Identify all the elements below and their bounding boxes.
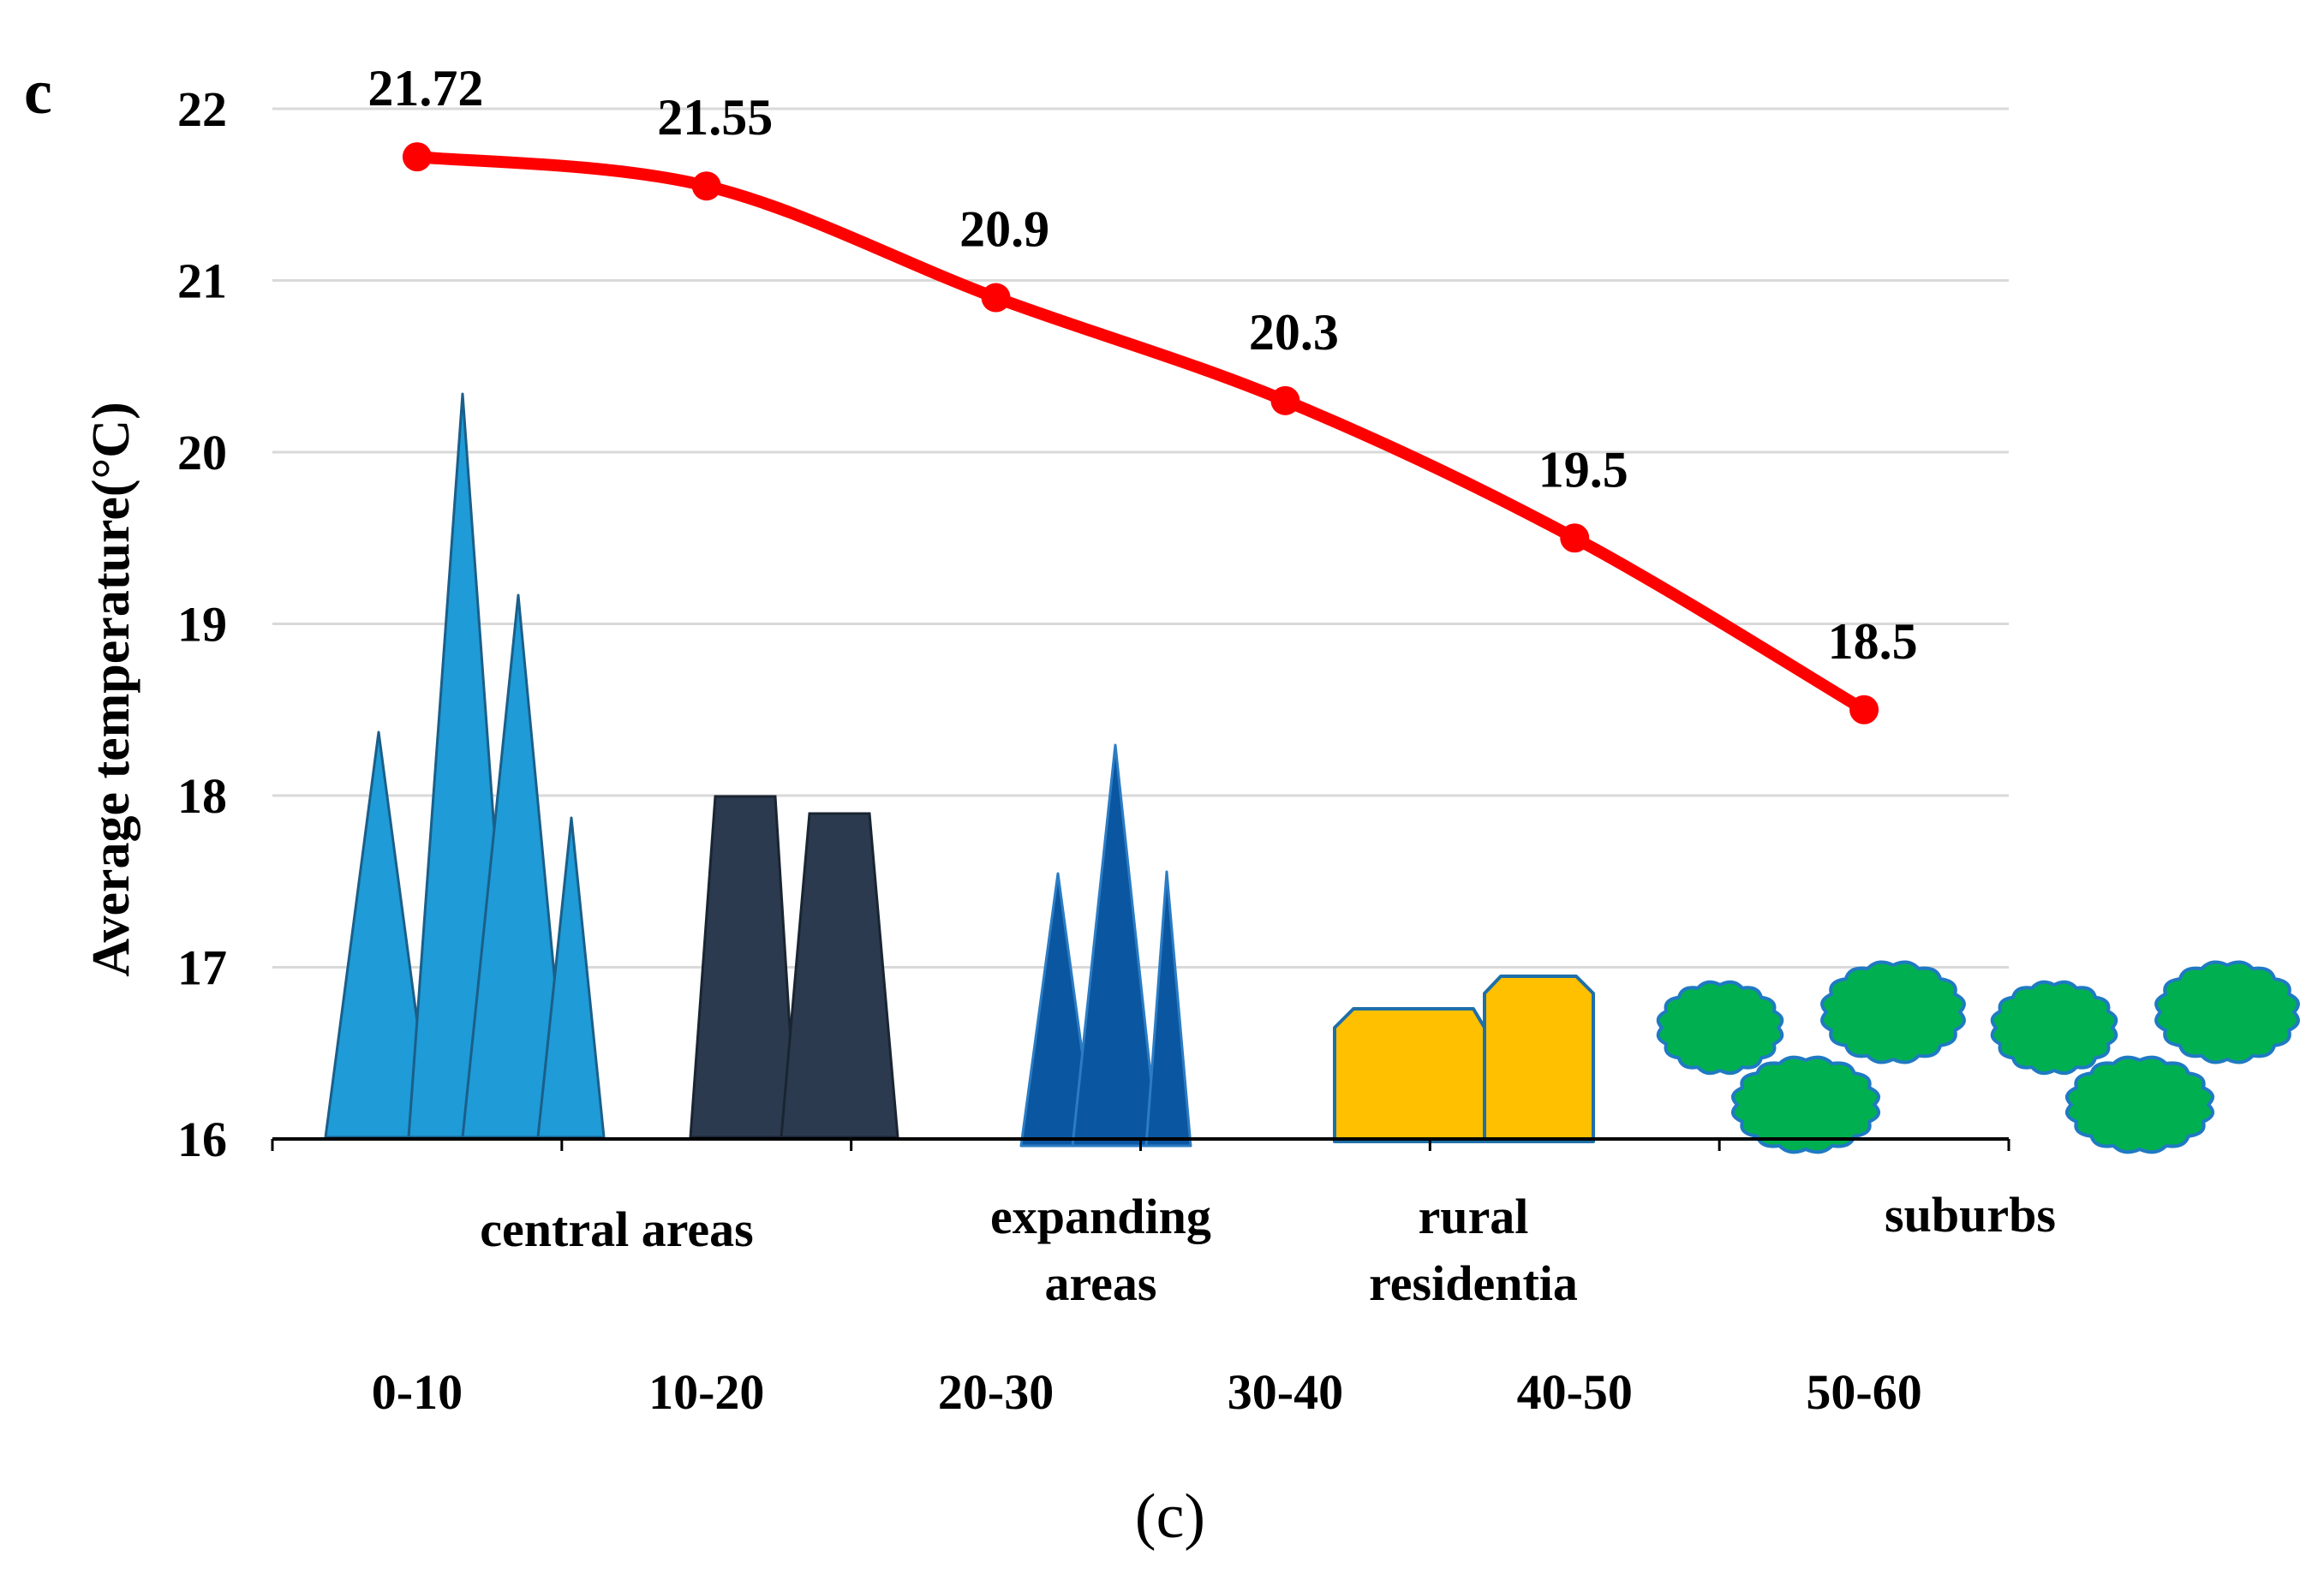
data-point — [1560, 523, 1590, 553]
tree-canopy — [2064, 1055, 2215, 1154]
x-tick-label: 50-60 — [1806, 1364, 1921, 1420]
data-label: 20.3 — [1249, 304, 1339, 361]
x-tick-label: 20-30 — [938, 1364, 1054, 1420]
y-tick-label: 17 — [177, 940, 227, 996]
data-label: 21.72 — [367, 60, 483, 116]
tree-cluster-icon — [1656, 960, 1966, 1154]
zone-label: expanding — [990, 1189, 1211, 1244]
tree-canopy — [2154, 960, 2300, 1064]
x-tick-label: 10-20 — [648, 1364, 764, 1420]
data-label: 20.9 — [959, 201, 1049, 258]
expanding-buildings-icon — [1019, 743, 1192, 1148]
figure-caption: (c) — [1135, 1482, 1205, 1552]
zone-labels: central areas expanding areas rural resident… — [480, 1187, 2056, 1311]
data-point — [1270, 385, 1300, 415]
data-point — [981, 283, 1011, 313]
y-tick-label: 22 — [177, 81, 227, 137]
y-tick-label: 20 — [177, 425, 227, 480]
x-tick-label: 30-40 — [1228, 1364, 1343, 1420]
x-axis — [271, 1137, 2010, 1151]
zone-label: rural — [1419, 1189, 1529, 1244]
zone-label: suburbs — [1885, 1187, 2056, 1243]
tree-cluster-icon — [1990, 960, 2300, 1154]
panel-letter: c — [24, 57, 52, 128]
y-tick-label: 19 — [177, 597, 227, 653]
data-label: 18.5 — [1828, 613, 1918, 670]
data-point — [1849, 695, 1879, 724]
x-tick-labels: 0-10 10-20 20-30 30-40 40-50 50-60 — [372, 1364, 1922, 1420]
y-axis-label: Average temperature(°C) — [82, 402, 140, 976]
zone-label: areas — [1044, 1255, 1156, 1311]
temperature-line — [410, 151, 1871, 716]
tree-canopy — [1990, 980, 2118, 1076]
gridlines — [272, 107, 2009, 969]
y-tick-label: 16 — [177, 1112, 227, 1167]
y-tick-label: 18 — [177, 768, 227, 824]
rural-house-icon — [1333, 975, 1595, 1143]
temperature-series — [402, 142, 1879, 724]
skyscraper-cluster-icon — [324, 392, 606, 1139]
tree-canopy — [1656, 980, 1784, 1076]
data-label: 19.5 — [1538, 441, 1628, 498]
x-tick-label: 40-50 — [1517, 1364, 1633, 1420]
office-tower-icon — [689, 795, 899, 1139]
data-label: 21.55 — [657, 89, 773, 146]
land-use-illustrations — [324, 392, 2300, 1154]
tree-canopy — [1730, 1055, 1881, 1154]
tree-canopy — [1820, 960, 1966, 1064]
data-labels: 21.72 21.55 20.9 20.3 19.5 18.5 — [367, 60, 1917, 670]
zone-label: residentia — [1369, 1255, 1578, 1311]
data-point — [691, 171, 721, 201]
y-tick-labels: 16 17 18 19 20 21 22 — [177, 81, 227, 1167]
data-point — [402, 142, 432, 172]
zone-label: central areas — [480, 1201, 753, 1257]
x-tick-label: 0-10 — [372, 1364, 463, 1420]
y-tick-label: 21 — [177, 253, 227, 309]
